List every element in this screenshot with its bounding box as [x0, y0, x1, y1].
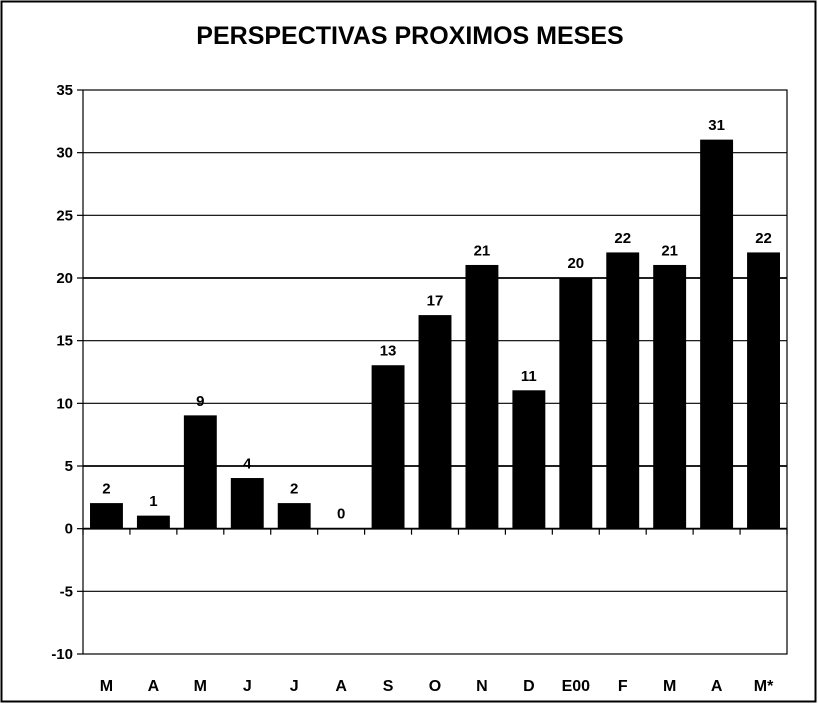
bar [90, 503, 123, 530]
x-tick-label: A [711, 678, 723, 695]
x-tick-label: M [100, 678, 113, 695]
x-tick-label: A [148, 678, 160, 695]
bar [277, 503, 311, 530]
bar [559, 277, 593, 530]
y-tick-label: 35 [56, 82, 73, 99]
data-label: 20 [567, 255, 584, 272]
bar [465, 264, 499, 530]
y-tick-label: 25 [56, 207, 73, 224]
data-label: 21 [474, 242, 491, 259]
data-label: 1 [149, 493, 157, 510]
data-label: 22 [755, 230, 772, 247]
bar [700, 139, 734, 530]
x-tick-label: E00 [562, 678, 591, 695]
y-tick-label: 5 [65, 458, 73, 475]
x-tick-label: N [476, 678, 488, 695]
data-label: 22 [614, 230, 631, 247]
x-tick-label: M [663, 678, 676, 695]
y-tick-label: 20 [56, 270, 73, 287]
y-axis: 35 30 25 20 15 10 5 0 -5 -10 [51, 82, 83, 663]
y-tick-label: 30 [56, 145, 73, 162]
x-tick-label: A [335, 678, 347, 695]
bar [418, 315, 452, 530]
bar [747, 252, 780, 530]
bars [90, 139, 780, 530]
data-label: 9 [196, 393, 204, 410]
x-tick-label: O [429, 678, 441, 695]
bar [512, 390, 546, 530]
x-tick-label: M* [754, 678, 774, 695]
bar [606, 252, 640, 530]
y-tick-label: -10 [51, 646, 73, 663]
y-tick-label: -5 [60, 583, 73, 600]
x-tick-label: J [243, 678, 252, 695]
data-label: 21 [661, 242, 678, 259]
x-tick-label: F [618, 678, 628, 695]
y-tick-label: 15 [56, 333, 73, 350]
data-label: 17 [427, 293, 444, 310]
data-label: 11 [521, 368, 537, 385]
y-tick-label: 10 [56, 395, 73, 412]
chart-title: PERSPECTIVAS PROXIMOS MESES [196, 22, 623, 50]
bar [230, 478, 264, 530]
x-tick-label: M [194, 678, 207, 695]
y-tick-label: 0 [65, 521, 73, 538]
data-label: 13 [380, 343, 397, 360]
data-label: 31 [708, 117, 725, 134]
x-tick-label: D [523, 678, 535, 695]
bar [183, 415, 217, 530]
x-axis: M A M J J A S O N D E00 F M A M* [82, 528, 788, 695]
data-label: 2 [102, 481, 110, 498]
data-label: 0 [337, 506, 345, 523]
x-tick-label: S [383, 678, 394, 695]
data-label: 4 [243, 456, 252, 473]
bar [136, 515, 170, 530]
bar [653, 264, 687, 530]
x-tick-label: J [290, 678, 299, 695]
bar [371, 365, 405, 530]
data-label: 2 [290, 481, 298, 498]
